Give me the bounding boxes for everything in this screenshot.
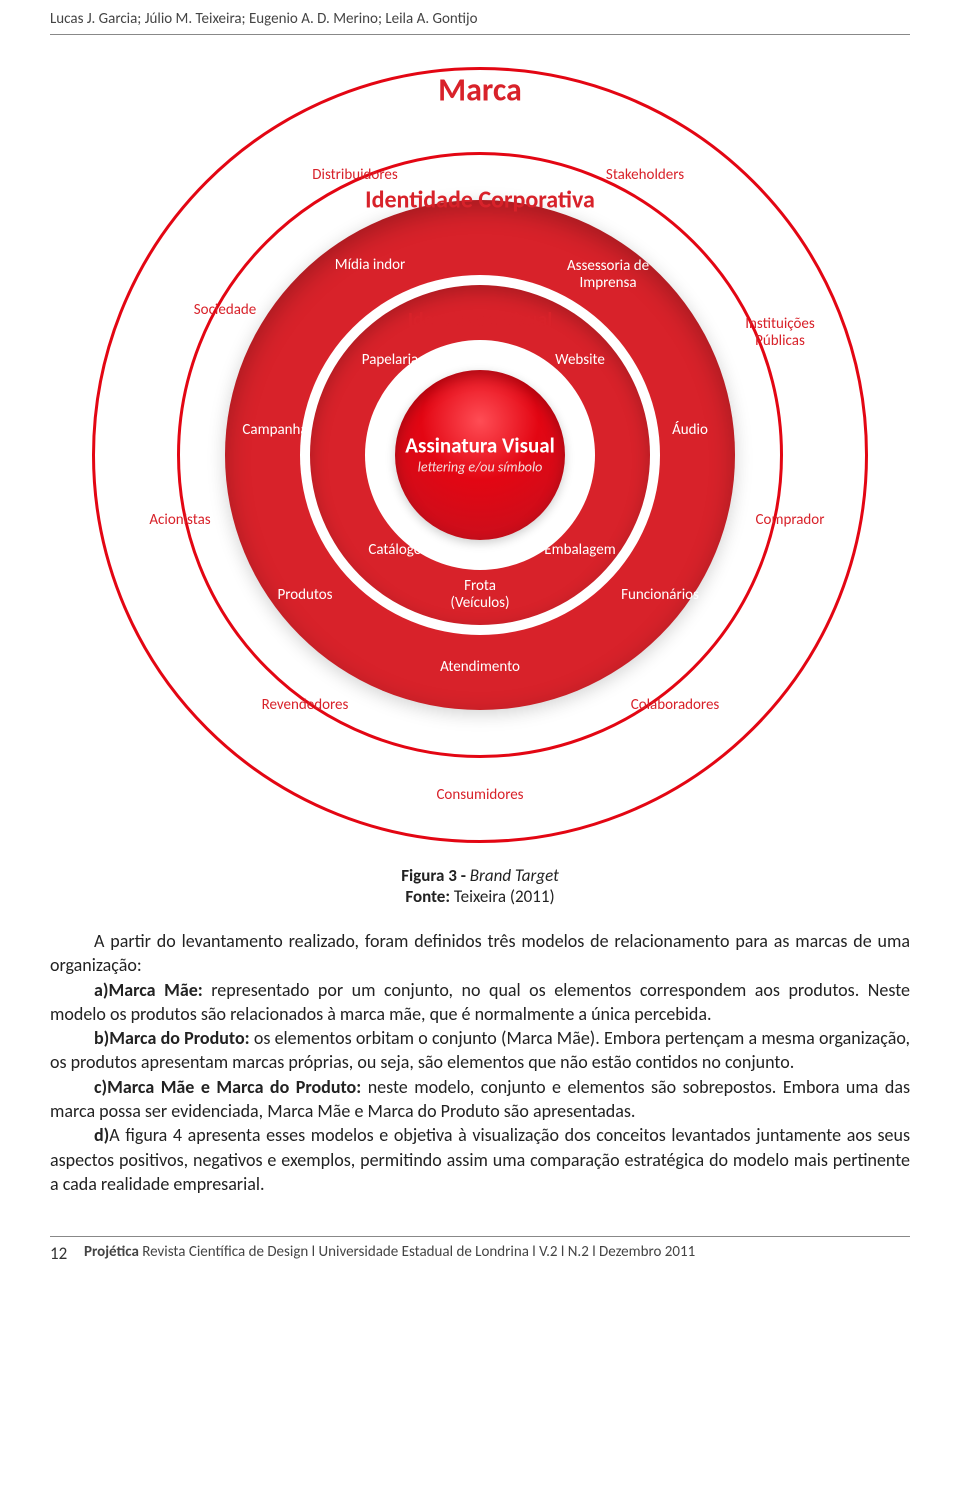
page-footer: 12 Projética Revista Científica de Desig… <box>50 1236 910 1264</box>
diagram-label: Mídia indor <box>335 256 406 274</box>
page-number: 12 <box>50 1243 84 1264</box>
paragraph-intro: A partir do levantamento realizado, fora… <box>50 929 910 978</box>
paragraph-d: d)A figura 4 apresenta esses modelos e o… <box>50 1123 910 1196</box>
diagram-label: Website <box>555 351 605 369</box>
diagram-label: Consumidores <box>436 786 523 804</box>
diagram-label: Sociedade <box>194 301 256 319</box>
diagram-label: Áudio <box>672 421 708 439</box>
diagram-label: Colaboradores <box>631 696 720 714</box>
footer-journal: Projética <box>84 1243 139 1261</box>
core-subtitle: lettering e/ou símbolo <box>405 459 555 476</box>
paragraph-c: c)Marca Mãe e Marca do Produto: neste mo… <box>50 1075 910 1124</box>
diagram-label: Assessoria de Imprensa <box>563 258 653 293</box>
source-label: Fonte: <box>405 886 453 907</box>
diagram-label: Frota (Veículos) <box>435 578 525 613</box>
diagram-label: Acionistas <box>149 511 210 529</box>
diagram-label: Atendimento <box>440 658 520 676</box>
page: Lucas J. Garcia; Júlio M. Teixeira; Euge… <box>0 0 960 1294</box>
diagram-label: Revendedores <box>262 696 349 714</box>
diagram-label: Campanha <box>242 421 307 439</box>
diagram-label: Funcionários <box>621 586 699 604</box>
diagram-label: Distribuidores <box>312 166 397 184</box>
footer-text: Projética Revista Científica de Design l… <box>84 1243 910 1261</box>
diagram-label: Produtos <box>277 586 332 604</box>
figure-label: Figura 3 - <box>401 865 470 886</box>
figure-title: Brand Target <box>470 865 559 886</box>
header-authors: Lucas J. Garcia; Júlio M. Teixeira; Euge… <box>50 10 910 35</box>
diagram-label: Embalagem <box>544 541 615 559</box>
title-identidade-visual: Identidade Visual <box>408 308 553 332</box>
title-marca: Marca <box>438 71 522 110</box>
diagram-label: Instituições Públicas <box>735 316 825 351</box>
title-identidade-corporativa: Identidade Corporativa <box>365 186 595 215</box>
brand-target-diagram: Assinatura Visual lettering e/ou símbolo… <box>80 55 880 855</box>
figure-caption: Figura 3 - Brand Target Fonte: Teixeira … <box>50 865 910 907</box>
diagram-label: Comprador <box>756 511 825 529</box>
core-text: Assinatura Visual lettering e/ou símbolo <box>405 434 555 475</box>
footer-rest: Revista Científica de Design l Universid… <box>139 1243 695 1261</box>
paragraph-a: a)Marca Mãe: representado por um conjunt… <box>50 978 910 1027</box>
diagram-label: Catálogo <box>368 541 421 559</box>
diagram-label: Papelaria <box>362 351 418 369</box>
source-value: Teixeira (2011) <box>454 886 555 907</box>
core-title: Assinatura Visual <box>405 434 555 456</box>
diagram-label: Stakeholders <box>606 166 684 184</box>
paragraph-b: b)Marca do Produto: os elementos orbitam… <box>50 1026 910 1075</box>
body-text: A partir do levantamento realizado, fora… <box>50 929 910 1196</box>
